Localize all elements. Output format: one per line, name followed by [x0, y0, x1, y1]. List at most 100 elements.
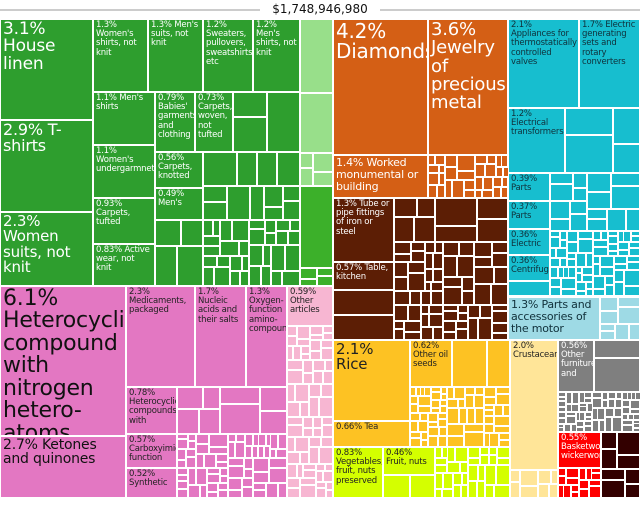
treemap-cell[interactable] [326, 490, 333, 498]
treemap-cell[interactable] [220, 476, 228, 483]
treemap-cell[interactable] [591, 468, 601, 473]
treemap-cell[interactable] [567, 242, 578, 253]
treemap-cell[interactable] [615, 399, 622, 408]
treemap-cell[interactable] [429, 305, 443, 314]
treemap-cell[interactable] [474, 395, 484, 408]
treemap-cell[interactable] [459, 242, 474, 256]
treemap-cell[interactable] [614, 408, 622, 417]
treemap-cell[interactable] [579, 406, 587, 412]
treemap-cell[interactable] [439, 427, 447, 436]
treemap-cell[interactable] [608, 251, 618, 256]
treemap-cell[interactable] [566, 468, 579, 478]
treemap-cell[interactable] [443, 311, 458, 321]
treemap-cell[interactable] [592, 420, 599, 432]
treemap-cell[interactable] [316, 464, 325, 471]
treemap-cell[interactable] [464, 190, 475, 198]
treemap-cell-appliances-for-thermostatically-controlled-valves[interactable]: 2.1% Appliances for thermostatically con… [508, 19, 579, 108]
treemap-cell-parts-and-accessories-of-the-motor[interactable]: 1.3% Parts and accessories of the motor [508, 297, 600, 340]
treemap-cell[interactable] [276, 449, 287, 458]
treemap-cell[interactable] [477, 198, 508, 219]
treemap-cell[interactable] [242, 487, 253, 498]
treemap-cell[interactable] [233, 117, 267, 152]
treemap-cell[interactable] [467, 408, 475, 424]
treemap-cell[interactable] [474, 267, 494, 284]
treemap-cell[interactable] [300, 268, 317, 279]
treemap-cell[interactable] [228, 490, 242, 498]
treemap-cell[interactable] [433, 327, 443, 340]
treemap-cell-parts[interactable]: 0.37% Parts [508, 201, 550, 229]
treemap-cell[interactable] [602, 392, 608, 400]
treemap-cell[interactable] [617, 455, 640, 469]
treemap-cell-heterocyclic-compound-with-nitrogen-hetero-atoms[interactable]: 6.1% Heterocyclic compound with nitrogen… [0, 286, 126, 436]
treemap-cell[interactable] [319, 447, 333, 464]
treemap-cell[interactable] [313, 371, 323, 384]
treemap-cell-electric-generating-sets-and-rotary-converters[interactable]: 1.7% Electric generating sets and rotary… [579, 19, 640, 108]
treemap-cell[interactable] [303, 417, 313, 428]
treemap-cell[interactable] [447, 462, 460, 473]
treemap-cell[interactable] [303, 464, 316, 470]
treemap-cell[interactable] [250, 186, 264, 220]
treemap-cell-women-suits-not-knit[interactable]: 2.3% Women suits, not knit [0, 212, 93, 286]
treemap-cell[interactable] [503, 405, 510, 416]
treemap-cell[interactable] [465, 387, 475, 395]
treemap-cell[interactable] [177, 481, 188, 489]
treemap-cell[interactable] [410, 404, 418, 413]
treemap-cell[interactable] [549, 484, 558, 498]
treemap-cell[interactable] [325, 464, 333, 471]
treemap-cell[interactable] [333, 315, 394, 340]
treemap-cell[interactable] [560, 240, 567, 248]
treemap-cell[interactable] [249, 220, 265, 229]
treemap-cell-carboxyimide-function[interactable]: 0.57% Carboxyimide function [126, 434, 177, 468]
treemap-cell[interactable] [322, 425, 333, 437]
treemap-cell[interactable] [618, 307, 640, 324]
treemap-cell[interactable] [615, 324, 629, 340]
treemap-cell[interactable] [565, 108, 613, 135]
treemap-cell[interactable] [310, 335, 323, 340]
treemap-cell[interactable] [635, 392, 640, 400]
treemap-cell[interactable] [383, 475, 410, 498]
treemap-cell[interactable] [520, 486, 538, 498]
treemap-cell[interactable] [497, 447, 510, 458]
treemap-cell[interactable] [316, 482, 326, 488]
treemap-cell[interactable] [614, 282, 624, 296]
treemap-cell[interactable] [600, 311, 618, 324]
treemap-cell[interactable] [493, 187, 501, 198]
treemap-cell[interactable] [287, 478, 300, 488]
treemap-cell[interactable] [323, 326, 333, 333]
treemap-cell-sweaters-pullovers-sweatshirts-etc[interactable]: 1.2% Sweaters, pullovers, sweatshirts, e… [203, 19, 253, 92]
treemap-cell[interactable] [300, 93, 333, 153]
treemap-cell[interactable] [593, 276, 605, 289]
treemap-cell[interactable] [608, 244, 618, 251]
treemap-cell[interactable] [253, 483, 266, 490]
treemap-cell[interactable] [425, 269, 433, 282]
treemap-cell[interactable] [278, 434, 287, 449]
treemap-cell[interactable] [492, 311, 508, 323]
treemap-cell[interactable] [571, 485, 579, 492]
treemap-cell[interactable] [428, 155, 435, 165]
treemap-cell[interactable] [394, 329, 404, 340]
treemap-cell[interactable] [462, 291, 474, 305]
treemap-cell[interactable] [468, 305, 480, 318]
treemap-cell[interactable] [443, 305, 458, 311]
treemap-cell[interactable] [489, 447, 497, 455]
treemap-cell[interactable] [408, 305, 421, 321]
treemap-cell[interactable] [558, 427, 564, 432]
treemap-cell[interactable] [584, 398, 592, 403]
treemap-cell[interactable] [601, 449, 617, 469]
treemap-cell[interactable] [494, 426, 510, 433]
treemap-cell[interactable] [439, 173, 445, 185]
treemap-cell[interactable] [269, 458, 287, 468]
treemap-cell[interactable] [550, 278, 561, 287]
treemap-cell[interactable] [566, 478, 579, 485]
treemap-cell[interactable] [285, 245, 300, 271]
treemap-cell[interactable] [220, 387, 260, 404]
treemap-cell[interactable] [230, 271, 240, 286]
treemap-cell-men-s-shirts-not-knit[interactable]: 1.2% Men's shirts, not knit [253, 19, 300, 92]
treemap-cell[interactable] [244, 469, 253, 478]
treemap-cell[interactable] [258, 434, 266, 446]
treemap-cell-medicaments-packaged[interactable]: 2.3% Medicaments, packaged [126, 286, 195, 387]
treemap-cell[interactable] [410, 387, 416, 396]
treemap-cell[interactable] [579, 468, 586, 480]
treemap-cell[interactable] [570, 201, 587, 214]
treemap-cell[interactable] [425, 253, 433, 269]
